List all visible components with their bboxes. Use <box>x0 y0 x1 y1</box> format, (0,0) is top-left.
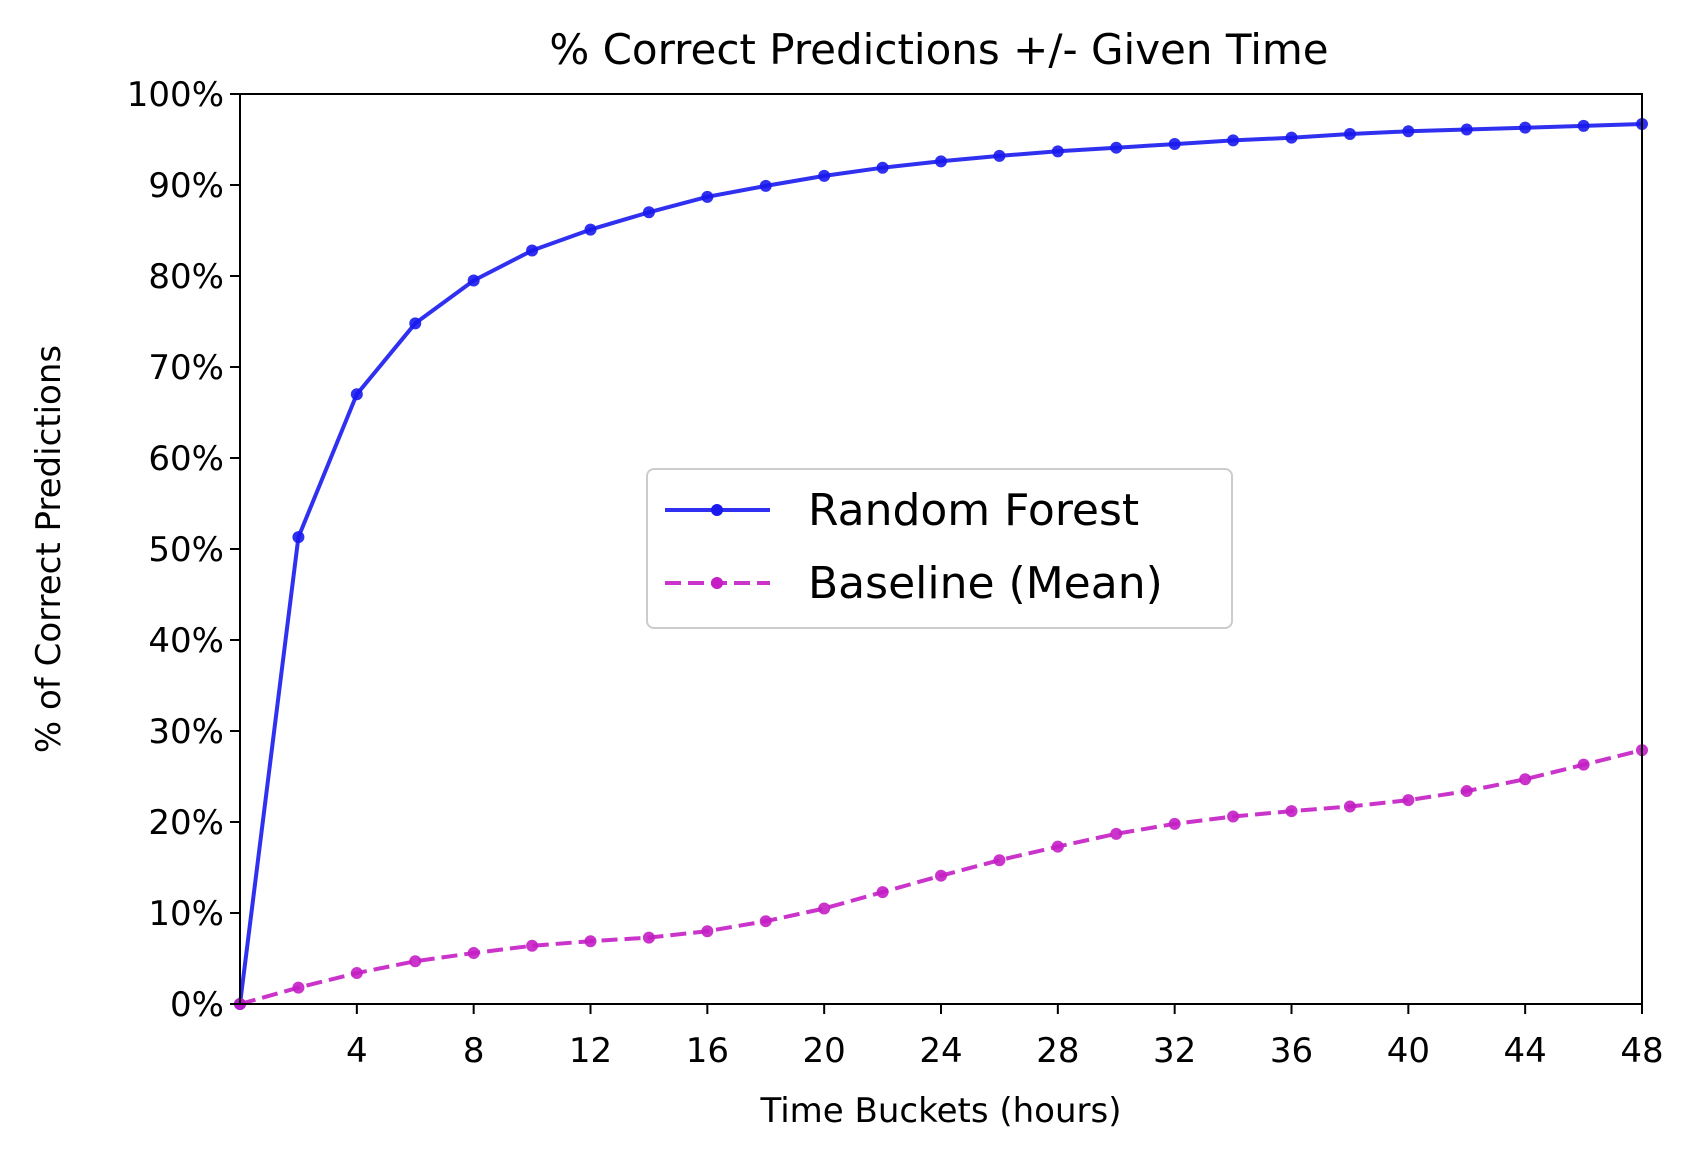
data-point-random-forest <box>1460 123 1473 136</box>
data-point-baseline-mean <box>1519 773 1532 786</box>
y-tick-label: 40% <box>148 621 224 661</box>
data-point-random-forest <box>584 223 597 236</box>
x-tick-label: 44 <box>1504 1031 1547 1071</box>
plot-series <box>234 118 1648 1010</box>
chart-title: % Correct Predictions +/- Given Time <box>549 25 1328 74</box>
data-point-random-forest <box>409 317 422 330</box>
y-tick-label: 70% <box>148 348 224 388</box>
legend-marker-baseline-mean <box>711 577 723 589</box>
data-point-random-forest <box>759 179 772 192</box>
data-point-baseline-mean <box>935 869 947 882</box>
data-point-baseline-mean <box>1402 794 1415 807</box>
x-axis: 4 8 12 16 20 24 28 32 36 40 44 48 <box>346 1004 1664 1071</box>
data-point-random-forest <box>1343 128 1356 141</box>
data-point-baseline-mean <box>818 902 831 915</box>
x-tick-label: 20 <box>803 1031 846 1071</box>
data-point-baseline-mean <box>526 939 539 952</box>
x-axis-title: Time Buckets (hours) <box>760 1091 1122 1131</box>
data-point-baseline-mean <box>876 886 889 899</box>
data-point-baseline-mean <box>584 935 597 948</box>
x-tick-label: 40 <box>1387 1031 1430 1071</box>
data-point-random-forest <box>701 190 714 203</box>
y-axis: 0% 10% 20% 30% 40% 50% 60% 70% 80% 90% 100% <box>127 75 240 1025</box>
y-tick-label: 50% <box>148 530 224 570</box>
x-tick-label: 48 <box>1620 1031 1663 1071</box>
data-point-random-forest <box>1577 119 1590 132</box>
x-tick-label: 32 <box>1153 1031 1196 1071</box>
x-tick-label: 24 <box>919 1031 962 1071</box>
x-tick-label: 36 <box>1270 1031 1313 1071</box>
legend-marker-random-forest <box>711 504 723 516</box>
data-point-baseline-mean <box>467 947 480 960</box>
data-point-random-forest <box>467 274 480 287</box>
data-point-random-forest <box>993 149 1006 162</box>
data-point-baseline-mean <box>1168 817 1181 830</box>
y-tick-label: 30% <box>148 712 224 752</box>
data-point-baseline-mean <box>993 854 1006 867</box>
x-tick-label: 12 <box>569 1031 612 1071</box>
data-point-baseline-mean <box>409 955 422 968</box>
y-tick-label: 10% <box>148 894 224 934</box>
data-point-random-forest <box>1110 141 1123 154</box>
data-point-random-forest <box>1285 131 1298 144</box>
data-point-baseline-mean <box>759 915 772 928</box>
data-point-random-forest <box>1519 121 1532 134</box>
data-point-baseline-mean <box>1110 827 1123 840</box>
data-point-baseline-mean <box>1343 800 1356 813</box>
data-point-baseline-mean <box>642 931 655 944</box>
x-tick-label: 16 <box>686 1031 729 1071</box>
y-tick-label: 80% <box>148 257 224 297</box>
data-point-baseline-mean <box>1227 810 1240 823</box>
y-tick-label: 0% <box>170 985 224 1025</box>
y-tick-label: 100% <box>127 75 224 115</box>
data-point-baseline-mean <box>1051 840 1064 853</box>
data-point-random-forest <box>935 155 947 168</box>
data-point-baseline-mean <box>292 981 305 994</box>
data-point-baseline-mean <box>1285 805 1298 818</box>
data-point-baseline-mean <box>350 967 363 980</box>
y-axis-title: % of Correct Predictions <box>29 345 69 753</box>
data-point-random-forest <box>526 244 539 257</box>
data-point-random-forest <box>1051 145 1064 158</box>
data-point-baseline-mean <box>1577 758 1590 771</box>
y-tick-label: 20% <box>148 803 224 843</box>
data-point-random-forest <box>876 161 889 174</box>
y-tick-label: 90% <box>148 166 224 206</box>
data-point-random-forest <box>292 531 305 544</box>
legend-label-baseline-mean: Baseline (Mean) <box>808 558 1163 609</box>
data-point-random-forest <box>1168 138 1181 151</box>
x-tick-label: 28 <box>1036 1031 1079 1071</box>
x-tick-label: 4 <box>346 1031 368 1071</box>
data-point-random-forest <box>1227 134 1240 147</box>
legend-label-random-forest: Random Forest <box>808 485 1139 536</box>
data-point-random-forest <box>350 388 363 401</box>
data-point-random-forest <box>642 206 655 219</box>
legend: Random Forest Baseline (Mean) <box>646 468 1233 629</box>
x-tick-label: 8 <box>463 1031 485 1071</box>
data-point-baseline-mean <box>1460 785 1473 798</box>
legend-box <box>646 468 1233 629</box>
y-tick-label: 60% <box>148 439 224 479</box>
data-point-random-forest <box>818 169 831 182</box>
data-point-baseline-mean <box>701 925 714 938</box>
data-point-random-forest <box>1402 125 1415 138</box>
